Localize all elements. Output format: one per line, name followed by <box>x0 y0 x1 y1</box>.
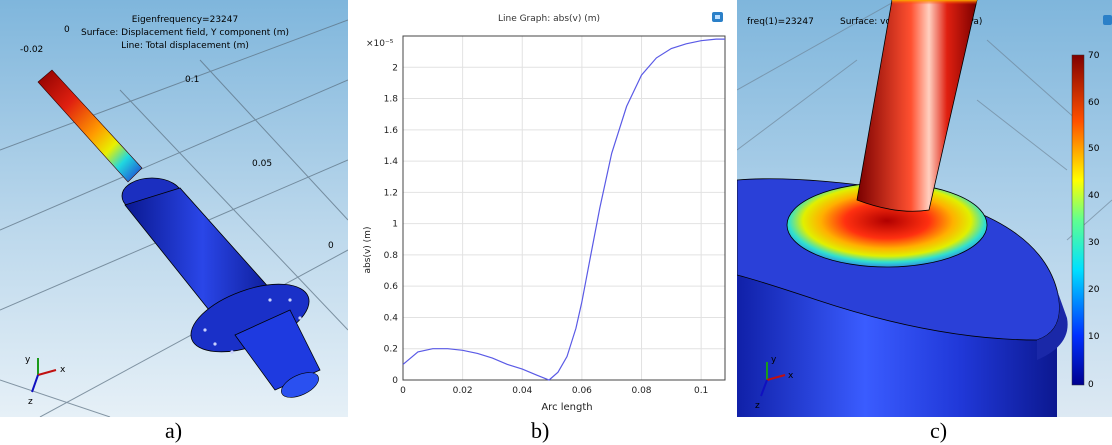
end-cap <box>281 372 319 398</box>
export-icon-c[interactable] <box>1103 15 1112 25</box>
axis-label-0-top: 0 <box>64 25 70 35</box>
colorbar-tick-0: 0 <box>1088 380 1094 390</box>
y-tick-label: 1.2 <box>384 188 398 198</box>
axis-label-0-right: 0 <box>328 241 334 251</box>
line-graph-svg: Line Graph: abs(v) (m) ×10⁻⁵ abs(v) (m) … <box>363 12 726 413</box>
panel-a-title-line-2: Surface: Displacement field, Y component… <box>81 28 289 38</box>
colorbar-tick-20: 20 <box>1088 285 1100 295</box>
stem-shaft <box>856 0 978 212</box>
caption-b: b) <box>531 418 550 443</box>
caption-a: a) <box>165 418 183 443</box>
stem-top <box>892 0 977 30</box>
export-icon[interactable] <box>712 12 723 22</box>
y-tick-label: 0.8 <box>384 251 399 261</box>
triad-x-label: x <box>60 365 66 375</box>
colorbar-tick-30: 30 <box>1088 238 1100 248</box>
x-tick-label: 0.02 <box>453 386 473 396</box>
colorbar-tick-40: 40 <box>1088 191 1100 201</box>
y-tick-label: 1.6 <box>384 126 399 136</box>
plot-frame <box>402 35 726 381</box>
chart-ticks: 0 0.02 0.04 0.06 0.08 0.1 0 0.2 0.4 0.6 0.8 1 1.2 1.4… <box>384 63 709 396</box>
triad-c-x-label: x <box>788 371 794 381</box>
axis-label-01: 0.1 <box>185 75 199 85</box>
caption-c: c) <box>930 418 948 443</box>
chart-grid <box>402 36 725 381</box>
x-tick-label: 0 <box>400 386 406 396</box>
y-tick-label: 1.8 <box>384 95 399 105</box>
panel-a-displacement-render: Eigenfrequency=23247 Surface: Displaceme… <box>0 0 348 417</box>
series-line <box>402 38 725 381</box>
y-tick-label: 0.4 <box>384 313 399 323</box>
triad-z-label: z <box>28 397 33 407</box>
y-tick-label: 0 <box>392 376 398 386</box>
x-axis-label: Arc length <box>541 402 592 413</box>
triad-c-y-label: y <box>771 355 777 365</box>
colorbar-tick-10: 10 <box>1088 332 1100 342</box>
lower-body <box>234 309 321 391</box>
triad-y-label: y <box>25 355 31 365</box>
y-tick-label: 1 <box>392 220 398 230</box>
panel-c-stress-render: freq(1)=23247 Surface: von Mises stress … <box>737 0 1112 417</box>
y-tick-label: 0.2 <box>384 345 398 355</box>
axis-triad-c: y x z <box>755 355 794 411</box>
axis-triad: y x z <box>25 355 66 407</box>
cylinder-rim <box>1037 290 1068 360</box>
y-tick-label: 2 <box>392 63 398 73</box>
colorbar-tick-50: 50 <box>1088 144 1100 154</box>
y-multiplier: ×10⁻⁵ <box>366 39 394 49</box>
panel-a-canvas: Eigenfrequency=23247 Surface: Displaceme… <box>0 0 348 417</box>
y-axis-label: abs(v) (m) <box>363 227 373 274</box>
rod-shaft <box>37 69 143 183</box>
panel-a-title-line-3: Line: Total displacement (m) <box>121 41 249 51</box>
panel-c-title-freq: freq(1)=23247 <box>747 17 814 27</box>
axis-label-neg002: -0.02 <box>20 45 43 55</box>
x-tick-label: 0.06 <box>572 386 592 396</box>
x-tick-label: 0.04 <box>512 386 532 396</box>
triad-c-z-label: z <box>755 401 760 411</box>
x-tick-label: 0.1 <box>694 386 708 396</box>
colorbar <box>1071 54 1085 386</box>
colorbar-tick-60: 60 <box>1088 98 1100 108</box>
panel-a-title-line-1: Eigenfrequency=23247 <box>132 15 238 25</box>
y-tick-label: 1.4 <box>384 157 399 167</box>
colorbar-tick-70: 70 <box>1088 51 1100 61</box>
chart-title: Line Graph: abs(v) (m) <box>498 14 600 24</box>
x-tick-label: 0.08 <box>631 386 651 396</box>
axis-label-005: 0.05 <box>252 159 272 169</box>
panel-b-line-graph: Line Graph: abs(v) (m) ×10⁻⁵ abs(v) (m) … <box>356 0 727 417</box>
y-tick-label: 0.6 <box>384 282 399 292</box>
panel-c-canvas: freq(1)=23247 Surface: von Mises stress … <box>737 0 1112 417</box>
